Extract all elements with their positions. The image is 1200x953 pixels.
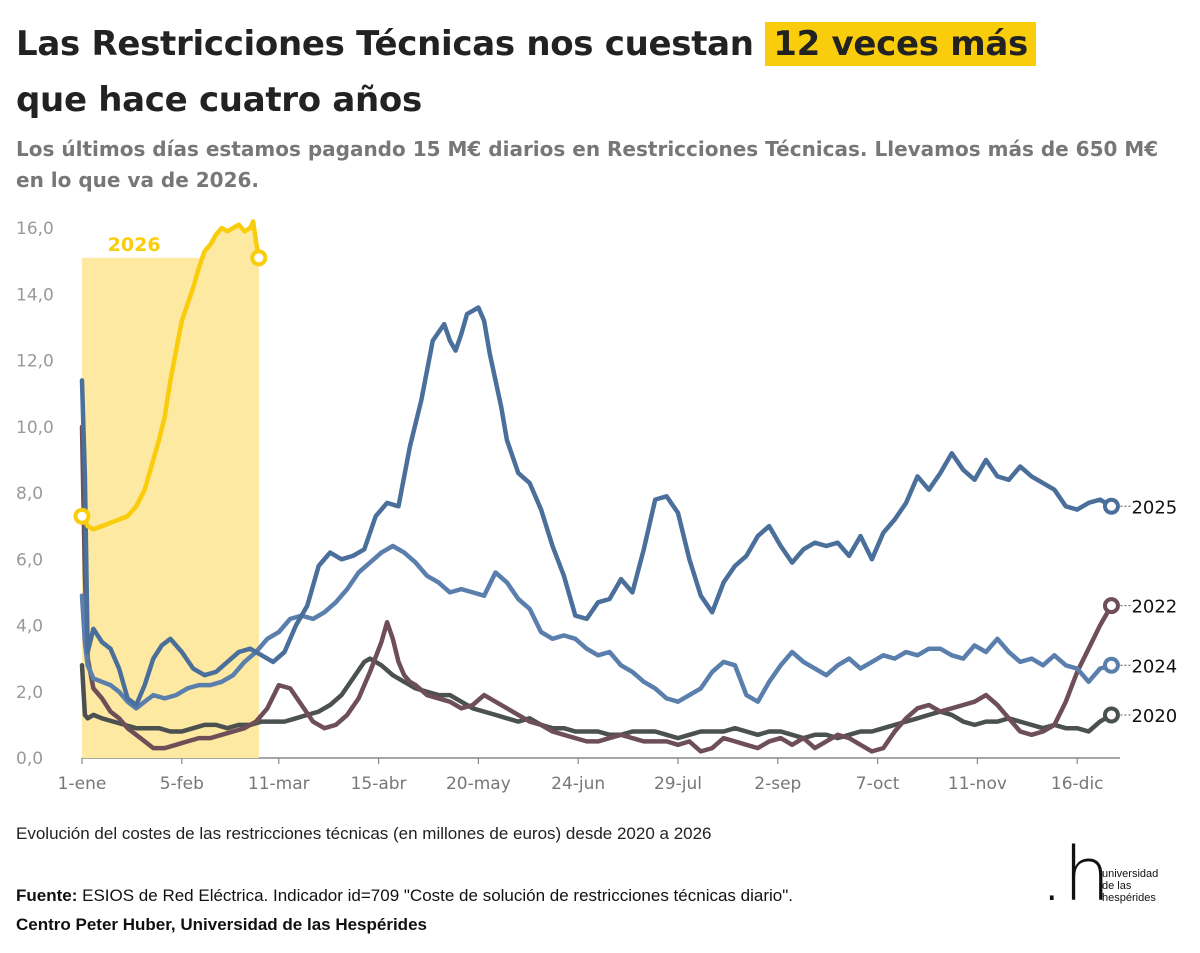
source-label: Fuente: <box>16 886 78 905</box>
series-2026-start-point <box>73 507 91 525</box>
x-tick-label: 15-abr <box>351 774 407 794</box>
logo-line-1: universidad <box>1102 868 1159 880</box>
line-chart: 0,0 2,0 4,0 6,0 8,0 10,0 12,0 14,0 16,0 1-ene 5-fe… <box>16 219 1177 794</box>
logo-mark: .h <box>1040 832 1111 918</box>
series-label-2026: 2026 <box>108 234 161 256</box>
y-tick-label: 0,0 <box>16 749 43 769</box>
x-tick-label: 20-may <box>446 774 511 794</box>
series-label-2022: 2022 <box>1131 597 1177 618</box>
x-tick-label: 1-ene <box>58 774 107 794</box>
chart-subtitle: Los últimos días estamos pagando 15 M€ d… <box>16 137 1159 192</box>
x-tick-label: 24-jun <box>551 774 605 794</box>
series-2020-end-point <box>1102 706 1120 724</box>
y-tick-label: 16,0 <box>16 219 54 239</box>
title-highlight: 12 veces más <box>765 22 1036 66</box>
chart-title: Las Restricciones Técnicas nos cuestan 1… <box>16 16 1186 128</box>
series-2026-end-point <box>250 249 268 267</box>
y-tick-label: 2,0 <box>16 683 43 703</box>
series-2022-end-point <box>1102 597 1120 615</box>
y-tick-label: 12,0 <box>16 352 54 372</box>
x-tick-label: 7-oct <box>856 774 900 794</box>
x-tick-label: 29-jul <box>654 774 702 794</box>
source-org: Centro Peter Huber, Universidad de las H… <box>16 915 427 934</box>
series-2024-line <box>79 543 1114 711</box>
y-tick-label: 10,0 <box>16 418 54 438</box>
series-label-2020: 2020 <box>1131 706 1177 727</box>
university-logo: .h universidad de las hespérides <box>1040 838 1190 918</box>
source-text: ESIOS de Red Eléctrica. Indicador id=709… <box>82 886 793 905</box>
series-label-2024: 2024 <box>1131 656 1177 677</box>
title-part-1: Las Restricciones Técnicas nos cuestan <box>16 24 754 64</box>
series-2026-line <box>79 219 262 532</box>
series-2025-line <box>79 305 1114 708</box>
source-block: Fuente: ESIOS de Red Eléctrica. Indicado… <box>16 881 793 939</box>
series-2022-line <box>79 424 1114 754</box>
series-2020-line <box>79 656 1114 741</box>
logo-line-2: de las <box>1102 880 1132 892</box>
y-tick-label: 8,0 <box>16 484 43 504</box>
series-2026-area <box>82 221 259 758</box>
x-tick-label: 11-nov <box>948 774 1007 794</box>
y-tick-label: 6,0 <box>16 550 43 570</box>
series-2024-end-point <box>1102 656 1120 674</box>
x-tick-label: 16-dic <box>1051 774 1104 794</box>
x-tick-label: 2-sep <box>754 774 801 794</box>
series-2025-end-point <box>1102 497 1120 515</box>
x-tick-label: 11-mar <box>248 774 310 794</box>
y-tick-label: 4,0 <box>16 617 43 637</box>
x-tick-label: 5-feb <box>160 774 204 794</box>
title-part-2: que hace cuatro años <box>16 80 422 120</box>
logo-text: universidad de las hespérides <box>1102 868 1158 904</box>
chart-footnote: Evolución del costes de las restriccione… <box>16 824 712 843</box>
series-label-2025: 2025 <box>1131 497 1177 518</box>
logo-line-3: hespérides <box>1102 892 1156 904</box>
y-tick-label: 14,0 <box>16 285 54 305</box>
